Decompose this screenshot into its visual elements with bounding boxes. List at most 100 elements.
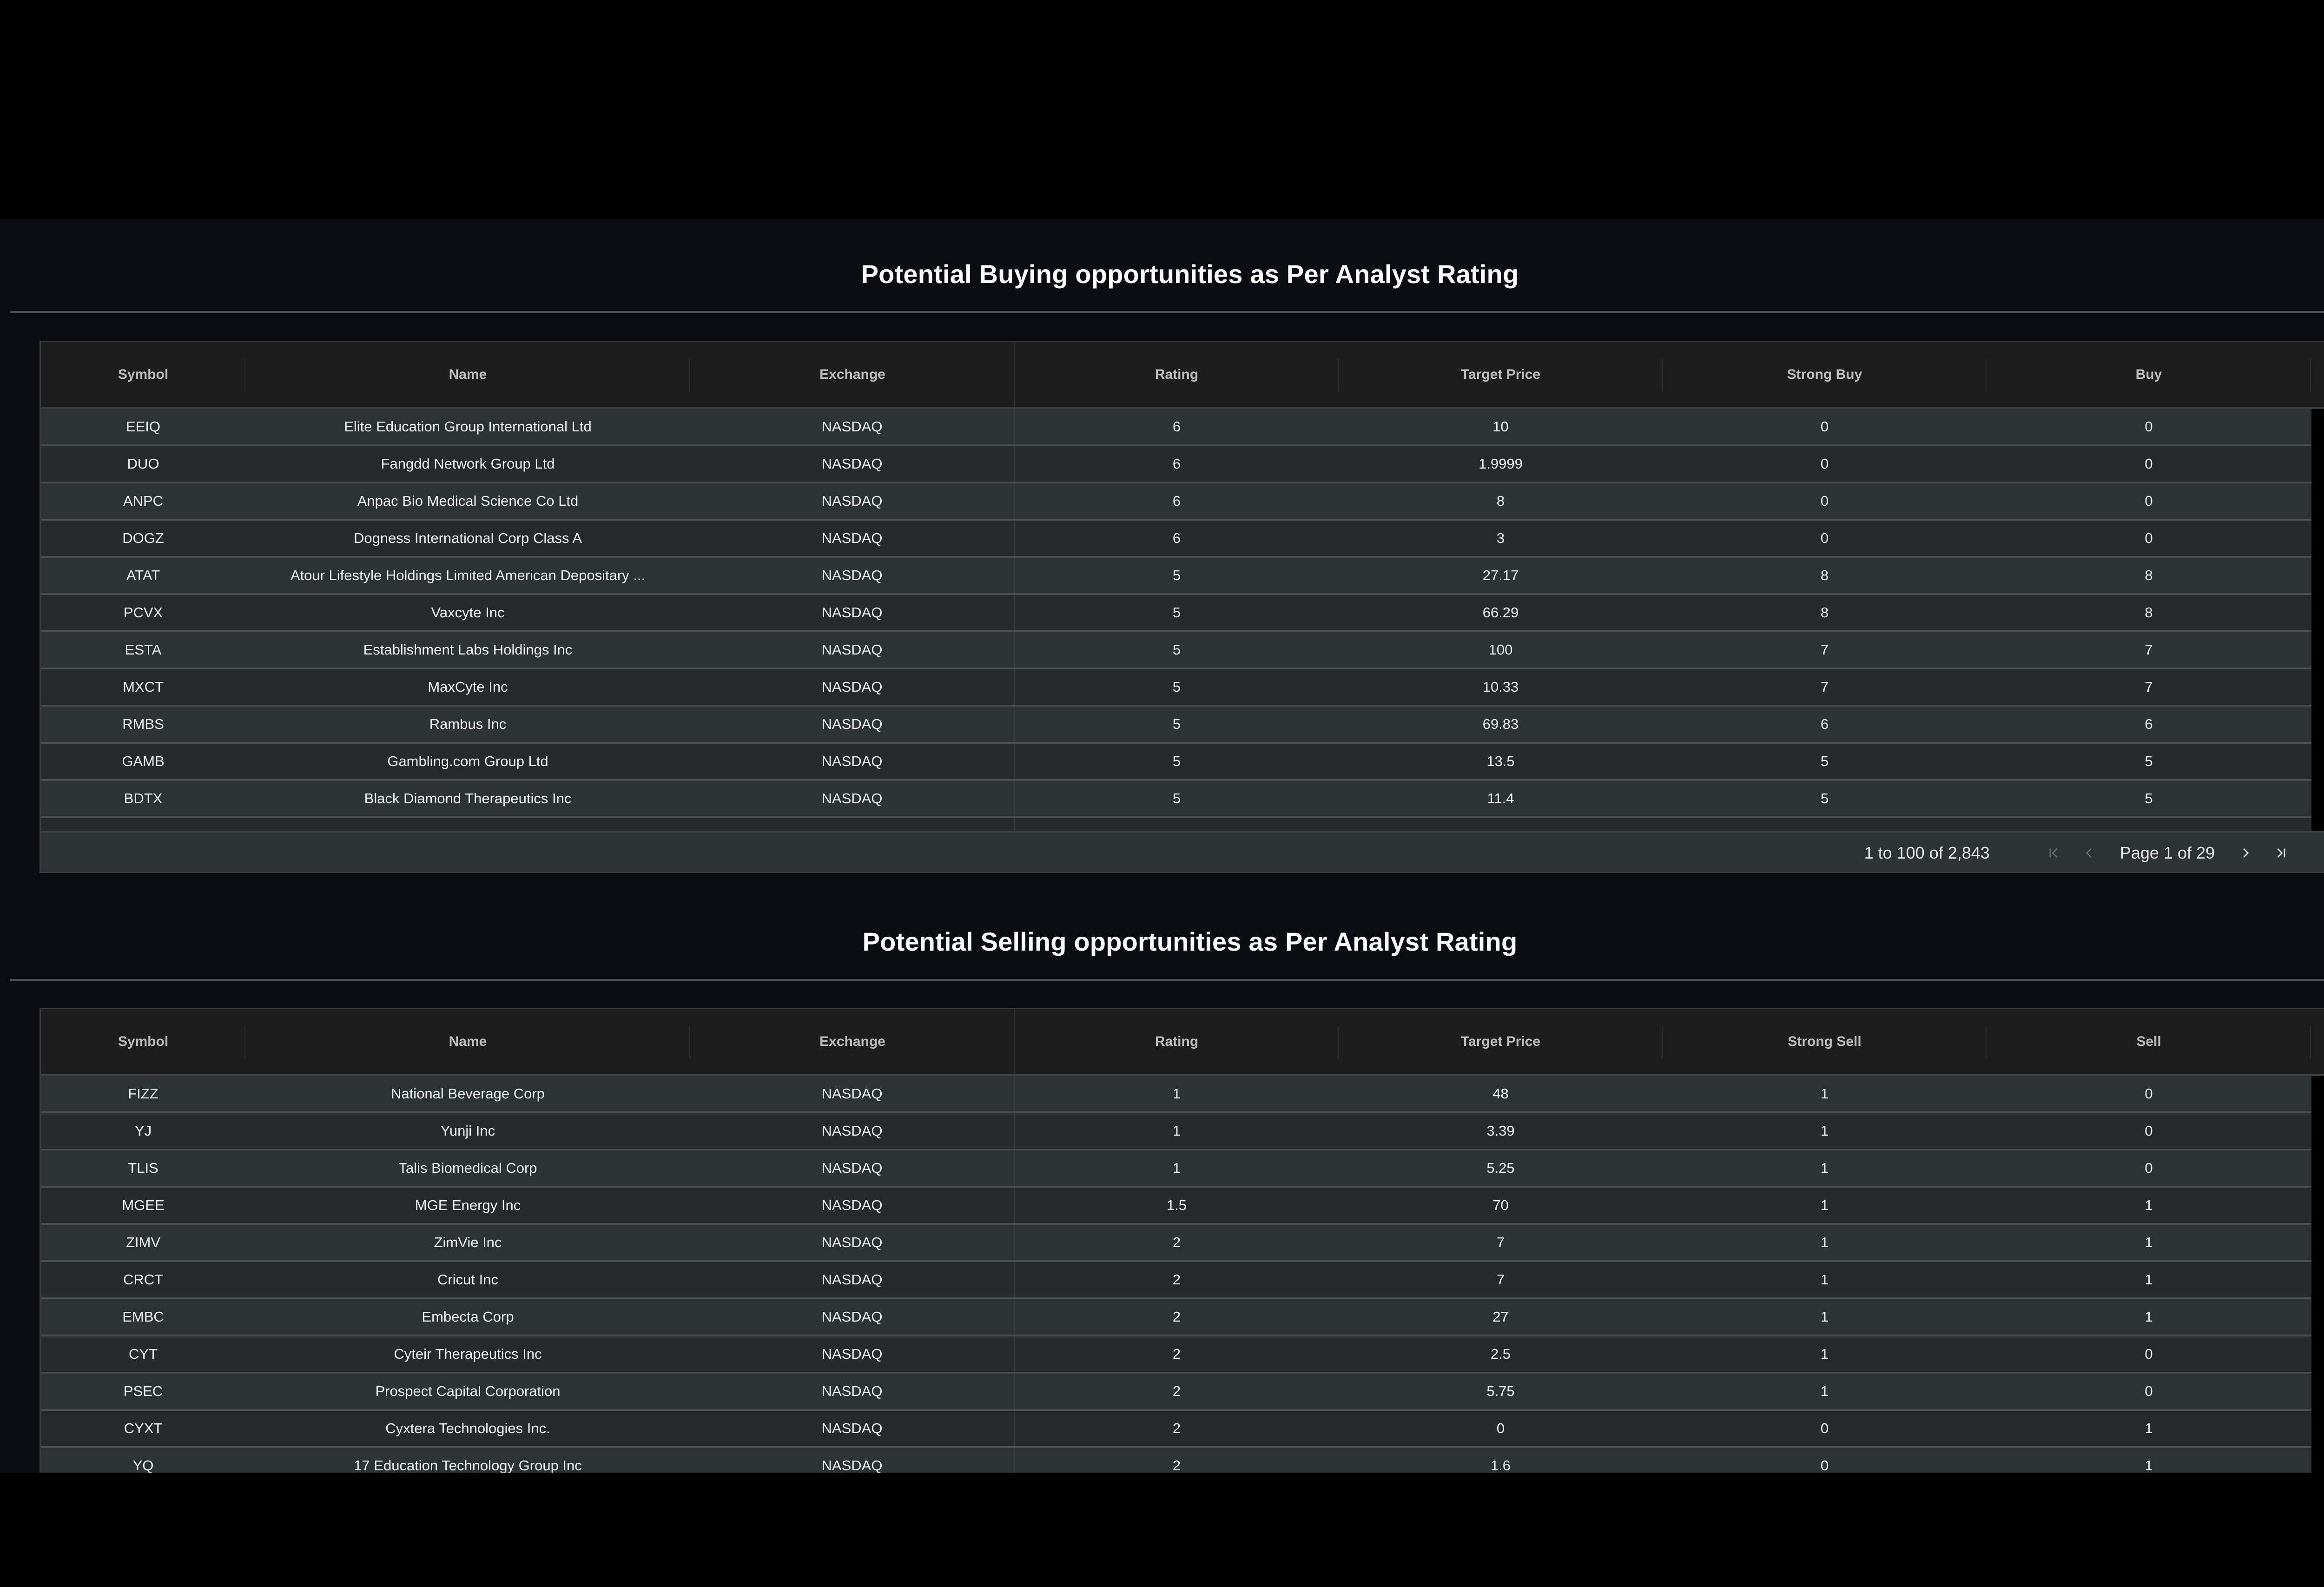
cell-name: Talis Biomedical Corp (398, 1160, 537, 1176)
column-header-sell[interactable]: Sell (1987, 1009, 2311, 1074)
table-row[interactable]: PSEC Prospect Capital Corporation NASDAQ 2 5… (41, 1374, 2324, 1411)
sell-section-divider (10, 979, 2324, 981)
cell-rating: 5 (1172, 604, 1181, 621)
cell-symbol: MXCT (123, 679, 164, 695)
cell-rating: 2 (1172, 1383, 1181, 1399)
column-header-target-price[interactable]: Target Price (1339, 1009, 1663, 1074)
table-row[interactable]: DOGZ Dogness International Corp Class A NA… (41, 521, 2324, 558)
cell-strong: 1 (1820, 1346, 1829, 1362)
cell-name: Cyxtera Technologies Inc. (385, 1420, 550, 1436)
cell-target-price: 66.29 (1482, 604, 1519, 621)
cell-symbol (41, 818, 245, 831)
cell-rating: 1 (1172, 1123, 1181, 1139)
cell-strong: 1 (1820, 1271, 1829, 1288)
cell-rating: 2 (1172, 1271, 1181, 1288)
cell-strong: 7 (1820, 641, 1829, 658)
cell-exchange: NASDAQ (690, 1448, 1015, 1473)
cell-rating-count: 1 (2145, 1309, 2153, 1325)
analyst-rating-page: Potential Buying opportunities as Per An… (0, 219, 2324, 1473)
column-header-rating[interactable]: Rating (1015, 342, 1339, 407)
cell-exchange: NASDAQ (690, 483, 1015, 519)
cell-strong: 1 (1820, 1197, 1829, 1213)
column-header-exchange[interactable]: Exchange (690, 342, 1015, 407)
table-row[interactable]: GAMB Gambling.com Group Ltd NASDAQ 5 13.5 5 5 (41, 744, 2324, 781)
cell-rating-count: 1 (2145, 1420, 2153, 1436)
column-header-strong-sell[interactable]: Strong Sell (1663, 1009, 1987, 1074)
table-row[interactable]: RMBS Rambus Inc NASDAQ 5 69.83 6 6 (41, 707, 2324, 744)
column-header-symbol[interactable]: Symbol (41, 342, 245, 407)
table-row[interactable]: CYXT Cyxtera Technologies Inc. NASDAQ 2 0 0 1 (41, 1411, 2324, 1448)
last-page-icon (2277, 848, 2285, 858)
cell-exchange: NASDAQ (690, 558, 1015, 593)
cell-name: Elite Education Group International Ltd (344, 418, 592, 435)
cell-name: National Beverage Corp (391, 1085, 545, 1102)
cell-strong: 5 (1820, 790, 1829, 807)
table-row[interactable]: DUO Fangdd Network Group Ltd NASDAQ 6 1.9999… (41, 446, 2324, 483)
column-header-name[interactable]: Name (245, 1009, 690, 1074)
table-row[interactable]: MGEE MGE Energy Inc NASDAQ 1.5 70 1 1 (41, 1188, 2324, 1225)
column-header-symbol[interactable]: Symbol (41, 1009, 245, 1074)
table-row[interactable]: YQ 17 Education Technology Group Inc NASDA… (41, 1448, 2324, 1473)
table-row[interactable]: FIZZ National Beverage Corp NASDAQ 1 48 1 0 (41, 1076, 2324, 1113)
cell-symbol: MGEE (122, 1197, 165, 1213)
cell-rating-count: 1 (2145, 1271, 2153, 1288)
cell-exchange: NASDAQ (690, 744, 1015, 779)
cell-symbol: BDTX (124, 790, 163, 807)
cell-target-price: 10.33 (1482, 679, 1519, 695)
viewport-bottom-mask (0, 1473, 2324, 1587)
buy-vertical-scrollbar[interactable] (2311, 409, 2324, 831)
cell-rating: 5 (1172, 753, 1181, 769)
column-header-exchange[interactable]: Exchange (690, 1009, 1015, 1074)
cell-target-price: 1.6 (1490, 1457, 1511, 1473)
cell-rating: 2 (1172, 1420, 1181, 1436)
cell-symbol: ATAT (126, 567, 160, 583)
cell-target-price: 2.5 (1490, 1346, 1511, 1362)
cell-rating-count: 0 (2145, 1383, 2153, 1399)
cell-exchange (690, 818, 1015, 831)
table-row[interactable]: TLIS Talis Biomedical Corp NASDAQ 1 5.25 1 0 (41, 1151, 2324, 1188)
cell-strong: 0 (1820, 456, 1829, 472)
cell-target-price: 48 (1492, 1085, 1509, 1102)
buy-grid-header: Symbol Name Exchange Rating Target Price… (41, 342, 2324, 409)
table-row[interactable]: BDTX Black Diamond Therapeutics Inc NASDAQ… (41, 781, 2324, 818)
cell-exchange: NASDAQ (690, 521, 1015, 556)
table-row[interactable]: ATAT Atour Lifestyle Holdings Limited Ame… (41, 558, 2324, 595)
sell-vertical-scrollbar[interactable] (2311, 1076, 2324, 1473)
cell-target-price: 3.39 (1486, 1123, 1515, 1139)
table-row[interactable]: CYT Cyteir Therapeutics Inc NASDAQ 2 2.5 1 0 (41, 1336, 2324, 1374)
cell-strong: 0 (1820, 1420, 1829, 1436)
column-header-strong-buy[interactable]: Strong Buy (1663, 342, 1987, 407)
cell-strong: 1 (1820, 1309, 1829, 1325)
cell-target-price (1339, 818, 1663, 831)
next-page-button[interactable] (2236, 844, 2255, 862)
cell-rating (1015, 818, 1339, 831)
table-row[interactable]: EMBC Embecta Corp NASDAQ 2 27 1 1 (41, 1299, 2324, 1336)
table-row[interactable]: CRCT Cricut Inc NASDAQ 2 7 1 1 (41, 1262, 2324, 1299)
table-row[interactable]: EEIQ Elite Education Group International … (41, 409, 2324, 446)
cell-exchange: NASDAQ (690, 669, 1015, 705)
cell-rating: 6 (1172, 493, 1181, 509)
table-row[interactable]: YJ Yunji Inc NASDAQ 1 3.39 1 0 (41, 1113, 2324, 1151)
cell-rating: 2 (1172, 1346, 1181, 1362)
cell-symbol: YQ (132, 1457, 154, 1473)
cell-rating: 2 (1172, 1457, 1181, 1473)
table-row[interactable]: ANPC Anpac Bio Medical Science Co Ltd NASD… (41, 483, 2324, 521)
cell-name: Yunji Inc (440, 1123, 495, 1139)
table-row[interactable]: PCVX Vaxcyte Inc NASDAQ 5 66.29 8 8 (41, 595, 2324, 632)
sell-opportunities-grid: Symbol Name Exchange Rating Target Price… (40, 1008, 2324, 1473)
column-header-rating[interactable]: Rating (1015, 1009, 1339, 1074)
cell-target-price: 10 (1492, 418, 1509, 435)
cell-strong: 0 (1820, 530, 1829, 546)
cell-symbol: GAMB (122, 753, 165, 769)
column-header-target-price[interactable]: Target Price (1339, 342, 1663, 407)
column-header-buy[interactable]: Buy (1987, 342, 2311, 407)
column-header-name[interactable]: Name (245, 342, 690, 407)
table-row[interactable]: MXCT MaxCyte Inc NASDAQ 5 10.33 7 7 (41, 669, 2324, 707)
previous-page-button[interactable] (2080, 844, 2099, 862)
first-page-button[interactable] (2045, 844, 2063, 862)
cell-rating-count: 0 (2145, 1160, 2153, 1176)
table-row[interactable]: ESTA Establishment Labs Holdings Inc NASDA… (41, 632, 2324, 669)
table-row[interactable] (41, 818, 2324, 831)
table-row[interactable]: ZIMV ZimVie Inc NASDAQ 2 7 1 1 (41, 1225, 2324, 1262)
last-page-button[interactable] (2271, 844, 2290, 862)
